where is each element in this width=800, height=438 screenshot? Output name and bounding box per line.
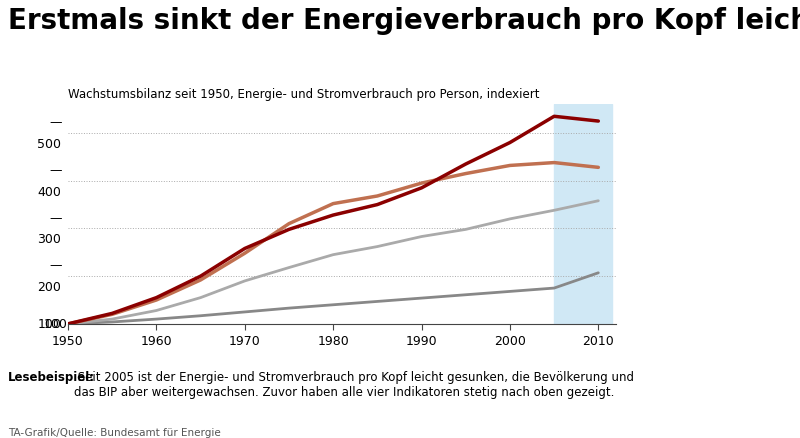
Text: 100: 100 (44, 318, 68, 331)
Text: —: — (49, 163, 62, 177)
Text: 100: 100 (38, 318, 62, 331)
Text: 200: 200 (38, 280, 62, 293)
Text: 300: 300 (38, 233, 62, 246)
Text: Lesebeispiel:: Lesebeispiel: (8, 370, 95, 383)
Text: 500: 500 (38, 138, 62, 151)
Text: Bruttoinland-
einkommen: Bruttoinland- einkommen (0, 437, 1, 438)
Text: —: — (49, 259, 62, 272)
Text: Bevölkerungs-
zunahme: Bevölkerungs- zunahme (0, 437, 1, 438)
Text: Energieverbrauch: Energieverbrauch (0, 437, 1, 438)
Text: Stromverbrauch: Stromverbrauch (0, 437, 1, 438)
Bar (554, 105, 611, 324)
Text: Erstmals sinkt der Energieverbrauch pro Kopf leicht: Erstmals sinkt der Energieverbrauch pro … (8, 7, 800, 35)
Text: 400: 400 (38, 185, 62, 198)
Text: Wachstumsbilanz seit 1950, Energie- und Stromverbrauch pro Person, indexiert: Wachstumsbilanz seit 1950, Energie- und … (68, 88, 539, 101)
Text: —: — (49, 116, 62, 129)
Text: TA-Grafik/Quelle: Bundesamt für Energie: TA-Grafik/Quelle: Bundesamt für Energie (8, 427, 221, 437)
Text: —: — (49, 211, 62, 224)
Text: Seit 2005 ist der Energie- und Stromverbrauch pro Kopf leicht gesunken, die Bevö: Seit 2005 ist der Energie- und Stromverb… (74, 370, 634, 398)
